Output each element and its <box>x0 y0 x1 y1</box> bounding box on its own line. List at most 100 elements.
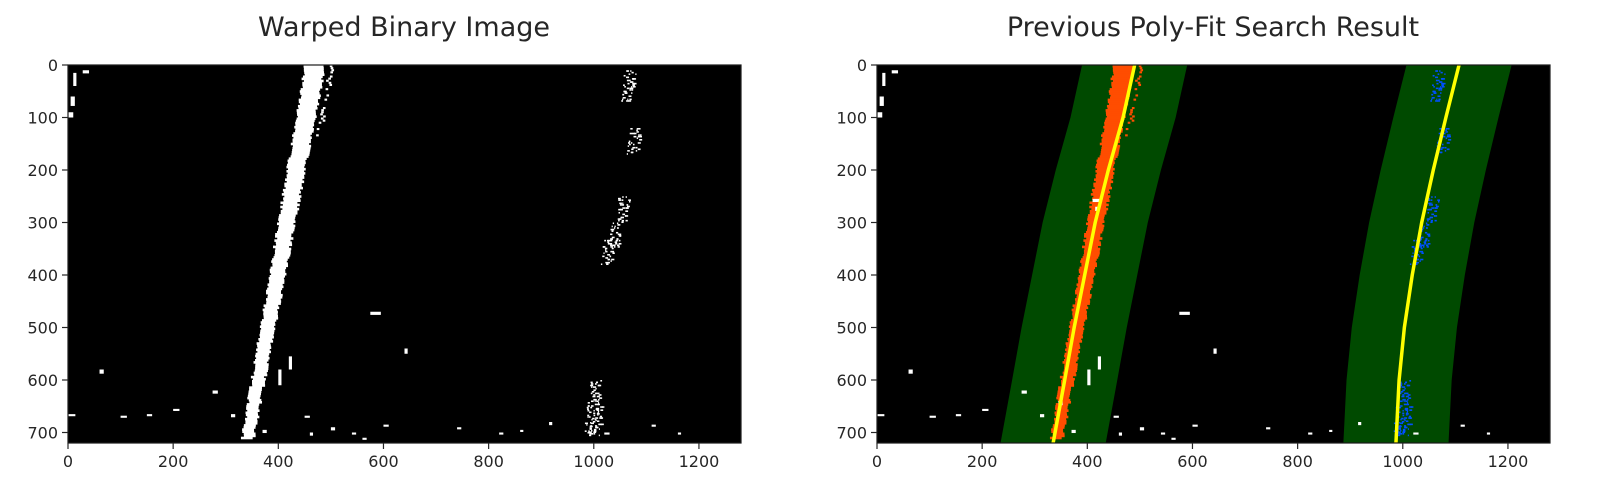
lane-pixel-block <box>1090 193 1108 196</box>
lane-pixel-block <box>603 252 605 254</box>
lane-pixel-block <box>242 428 254 431</box>
lane-pixel-block <box>629 143 631 146</box>
lane-pixel-block <box>626 100 629 102</box>
lane-pixel-block <box>259 333 274 337</box>
lane-pixel-block <box>1109 88 1130 91</box>
lane-pixel-block <box>1405 392 1409 395</box>
noise-pixel <box>1039 414 1045 418</box>
lane-pixel-block <box>1408 423 1412 426</box>
lane-pixel-block <box>591 429 593 432</box>
lane-pixel-block <box>616 227 619 229</box>
lane-pixel-block <box>263 317 279 320</box>
lane-pixel-block <box>1398 434 1401 437</box>
lane-pixel-block <box>623 74 626 77</box>
lane-pixel-block <box>1093 184 1111 188</box>
y-tick-label: 700 <box>836 424 867 443</box>
lane-pixel-block <box>1448 135 1451 138</box>
lane-pixel-block <box>287 163 305 167</box>
lane-pixel-block <box>278 216 296 219</box>
lane-pixel-block <box>260 331 275 335</box>
lane-pixel-block <box>628 142 631 144</box>
lane-pixel-block <box>628 79 631 82</box>
lane-pixel-block <box>259 335 274 339</box>
lane-pixel-block <box>265 298 281 301</box>
axes-frame <box>876 64 1551 444</box>
lane-pixel-block <box>1434 219 1437 222</box>
lane-pixel-block <box>631 89 634 91</box>
lane-pixel-block <box>619 235 622 237</box>
lane-pixel-block <box>610 246 613 248</box>
lane-pixel-block <box>638 134 640 136</box>
lane-pixel-block <box>326 94 330 97</box>
lane-pixel-block <box>1442 82 1446 85</box>
lane-pixel-block <box>589 428 592 430</box>
lane-pixel-block <box>1407 423 1410 426</box>
noise-pixel <box>283 198 294 203</box>
x-tick-label: 1000 <box>573 452 614 471</box>
lane-pixel-block <box>596 400 599 403</box>
lane-pixel-block <box>324 98 328 101</box>
axes-frame <box>67 64 742 444</box>
lane-pixel-block <box>1435 70 1437 72</box>
lane-pixel-block <box>630 142 633 144</box>
noise-pixel <box>404 348 408 354</box>
x-tick-label: 400 <box>1072 452 1103 471</box>
lane-pixel-block <box>1393 422 1396 425</box>
lane-pixel-block <box>1406 412 1408 415</box>
lane-pixel-block <box>611 225 613 228</box>
lane-pixel-block <box>1427 242 1431 245</box>
lane-pixel-block <box>1430 219 1433 222</box>
lane-pixel-block <box>1111 83 1131 87</box>
lane-pixel-block <box>1064 365 1078 368</box>
lane-pixel-block <box>1447 134 1449 136</box>
lane-pixel-block <box>1083 249 1100 253</box>
lane-pixel-block <box>1402 394 1405 396</box>
lane-pixel-block <box>1109 96 1130 100</box>
lane-pixel-block <box>624 92 628 94</box>
lane-pixel-block <box>620 208 623 211</box>
lane-pixel-block <box>296 117 316 121</box>
lane-pixel-block <box>626 153 628 155</box>
lane-pixel-block <box>1070 323 1085 326</box>
lane-pixel-block <box>1402 433 1405 435</box>
lane-pixel-block <box>622 93 625 96</box>
lane-pixel-block <box>1054 413 1068 417</box>
lane-pixel-block <box>249 386 262 389</box>
lane-pixel-block <box>283 197 301 200</box>
lane-pixel-block <box>602 255 605 258</box>
lane-pixel-block <box>589 434 592 437</box>
lane-pixel-block <box>1106 113 1125 116</box>
lane-pixel-block <box>246 405 259 408</box>
lane-pixel-block <box>615 242 618 245</box>
lane-pixel-block <box>627 145 629 147</box>
lane-pixel-block <box>1102 136 1121 139</box>
lane-pixel-block <box>630 87 634 90</box>
noise-pixel <box>351 432 357 435</box>
lane-pixel-block <box>1405 395 1409 398</box>
lane-pixel-block <box>590 425 593 427</box>
lane-pixel-block <box>1402 412 1405 415</box>
lane-pixel-block <box>1062 371 1076 375</box>
lane-pixel-block <box>633 135 637 138</box>
lane-pixel-block <box>637 142 641 144</box>
left-fit-line <box>1051 65 1137 443</box>
lane-pixel-block <box>611 236 615 239</box>
lane-pixel-block <box>1419 239 1422 242</box>
lane-pixel-block <box>1434 210 1438 212</box>
lane-pixel-block <box>621 219 624 222</box>
lane-pixel-block <box>329 83 333 86</box>
lane-pixel-block <box>272 264 289 268</box>
noise-pixel <box>73 72 77 86</box>
lane-pixel-block <box>1408 417 1412 419</box>
lane-pixel-block <box>1444 150 1447 152</box>
noise-pixel <box>877 414 885 417</box>
lane-pixel-block <box>302 81 322 85</box>
lane-pixel-block <box>1399 406 1402 409</box>
lane-pixel-block <box>1072 312 1087 316</box>
lane-pixel-block <box>303 65 324 68</box>
lane-pixel-block <box>1437 100 1441 102</box>
lane-pixel-block <box>1064 363 1078 366</box>
lane-pixel-block <box>1398 428 1401 430</box>
noise-pixel <box>249 401 254 406</box>
lane-pixel-block <box>628 95 632 98</box>
